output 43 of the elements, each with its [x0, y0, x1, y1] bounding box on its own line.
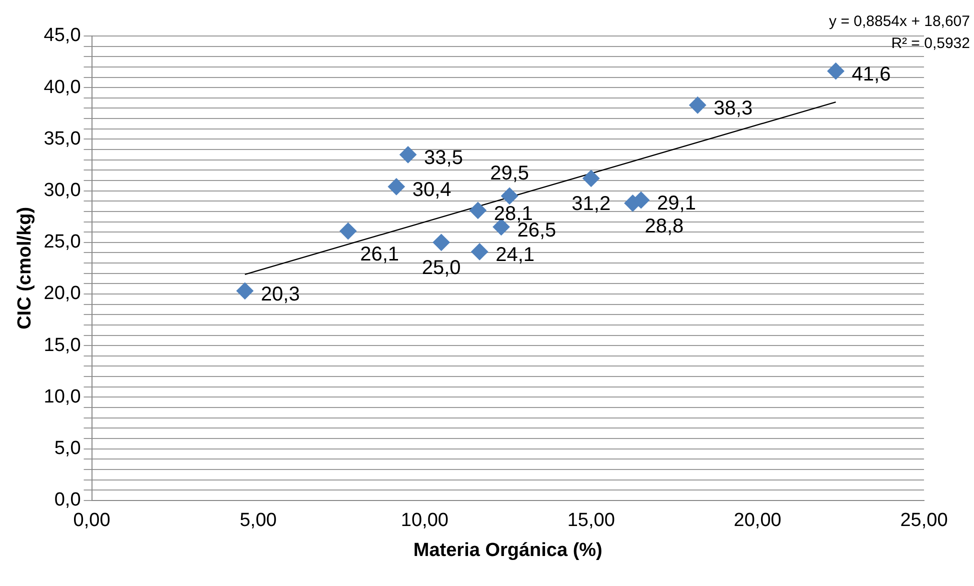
annotation: R² = 0,5932	[891, 35, 970, 52]
point	[689, 96, 706, 114]
point	[582, 170, 600, 187]
y-tick-label: 15,0	[44, 334, 81, 356]
point	[388, 178, 405, 196]
point	[471, 243, 488, 260]
point	[236, 282, 254, 300]
point	[469, 202, 486, 219]
y-tick-label: 40,0	[44, 76, 81, 98]
x-tick-label: 15,00	[567, 510, 615, 532]
y-tick-label: 30,0	[44, 180, 81, 202]
y-tick-label: 0,0	[54, 490, 81, 511]
data-label: 31,2	[572, 192, 611, 215]
x-tick-label: 0,00	[73, 510, 110, 532]
y-tick-label: 25,0	[44, 232, 81, 253]
y-tick-label: 35,0	[44, 128, 81, 150]
point	[827, 62, 844, 80]
point	[340, 222, 357, 240]
data-label: 33,5	[424, 147, 463, 170]
data-label: 30,4	[412, 179, 452, 202]
data-label: 28,8	[644, 216, 684, 238]
y-tick-label: 20,0	[44, 283, 81, 304]
point	[432, 234, 450, 251]
y-tick-label: 45,0	[44, 25, 81, 46]
x-tick-label: 25,00	[900, 510, 948, 532]
y-tick-label: 5,0	[54, 438, 81, 460]
data-label: 29,1	[657, 192, 696, 215]
x-tick-label: 20,00	[734, 510, 782, 532]
data-label: 24,1	[496, 244, 535, 266]
x-tick-label: 10,00	[400, 510, 448, 532]
y-axis-title: CIC (cmol/kg)	[14, 206, 36, 330]
data-label: 25,0	[422, 256, 461, 279]
data-label: 26,1	[360, 244, 400, 266]
point	[501, 187, 518, 204]
x-axis-title: Materia Orgánica (%)	[413, 540, 602, 561]
text: y = 0,8854x + 18,607	[829, 13, 970, 30]
data-label: 20,3	[260, 283, 300, 306]
point	[400, 146, 417, 164]
data-label: 29,5	[490, 162, 530, 184]
data-label: 41,6	[852, 64, 891, 86]
x-tick-label: 5,00	[240, 510, 277, 532]
y-tick-label: 10,0	[44, 386, 81, 408]
data-label: 38,3	[714, 98, 753, 120]
